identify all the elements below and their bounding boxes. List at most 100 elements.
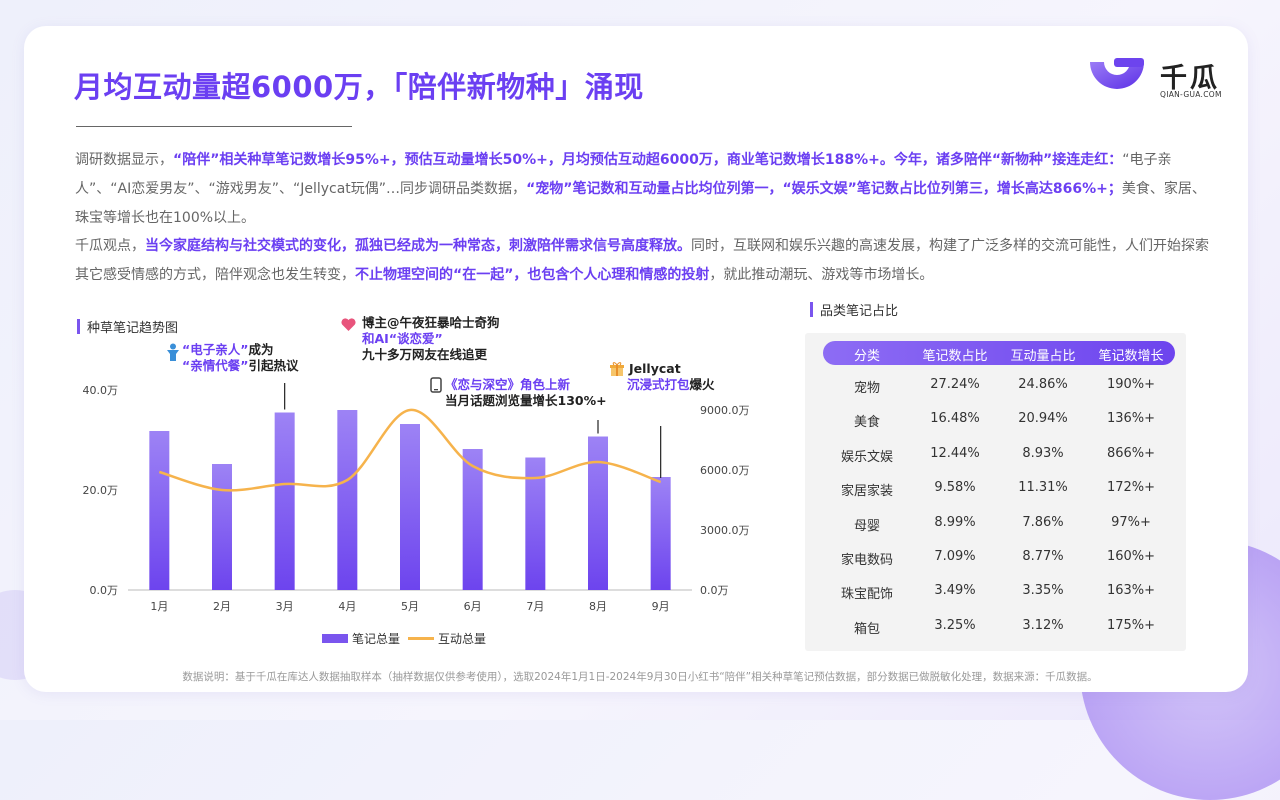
table-cell: 11.31% [1018, 480, 1068, 496]
x-tick-label: 2月 [213, 600, 231, 613]
opinion-paragraph: 千瓜观点，当今家庭结构与社交模式的变化，孤独已经成为一种常态，刺激陪伴需求信号高… [75, 232, 1215, 290]
annotation-electronic-relative: “电子亲人”成为 “亲情代餐”引起热议 [166, 342, 298, 374]
table-row: 家居家装 9.58% 11.31% 172%+ [823, 477, 1175, 501]
y-right-tick-label: 0.0万 [700, 584, 729, 597]
table-cell: 7.86% [1022, 514, 1064, 530]
annotation-text: 沉浸式打包 [627, 377, 690, 392]
legend-bar-swatch [322, 634, 348, 643]
table-header-cell: 笔记数增长 [1098, 349, 1164, 364]
phone-icon [430, 377, 442, 393]
table-row: 母婴 8.99% 7.86% 97%+ [823, 512, 1175, 536]
highlight-run: 当今家庭结构与社交模式的变化，孤独已经成为一种常态，刺激陪伴需求信号高度释放。 [145, 238, 691, 254]
gift-icon [610, 362, 624, 376]
heart-icon [341, 318, 356, 331]
text-run: 千瓜观点， [75, 238, 145, 254]
highlight-run: 不止物理空间的“在一起”，也包含个人心理和情感的投射 [355, 267, 710, 283]
page-title: 月均互动量超6000万，「陪伴新物种」涌现 [74, 70, 644, 104]
table-cell: 母婴 [853, 518, 880, 534]
table-header: 分类 笔记数占比 互动量占比 笔记数增长 [823, 341, 1175, 365]
annotation-text: 当月话题浏览量增长130%+ [445, 393, 607, 408]
table-cell: 娱乐文娱 [840, 449, 893, 465]
x-tick-label: 1月 [150, 600, 168, 613]
bar [212, 464, 232, 590]
annotation-text: Jellycat [629, 361, 681, 376]
table-cell: 160%+ [1106, 549, 1156, 564]
logo-text: 千瓜 [1160, 63, 1220, 94]
table-cell: 190%+ [1106, 377, 1156, 392]
bar [274, 412, 295, 590]
text-run: 美食、家居、珠宝等增长也在100%以上。 [75, 181, 1206, 226]
y-left-tick-label: 40.0万 [83, 384, 119, 397]
annotation-text: 成为 [248, 342, 274, 357]
table-row: 箱包 3.25% 3.12% 175%+ [823, 615, 1175, 639]
text-run: 调研数据显示， [75, 152, 173, 168]
annotation-ai-romance: 博主@午夜狂暴哈士奇狗 和AI“谈恋爱” 九十多万网友在线追更 [341, 315, 500, 363]
intro-paragraph: 调研数据显示，“陪伴”相关种草笔记数增长95%+，预估互动量增长50%+，月均预… [75, 146, 1215, 233]
x-tick-label: 9月 [652, 600, 670, 613]
annotation-text: “电子亲人” [182, 342, 249, 357]
annotation-text: 爆火 [689, 377, 715, 392]
table-cell: 172%+ [1106, 480, 1156, 496]
table-header-cell: 笔记数占比 [922, 349, 988, 364]
legend-label: 笔记总量 [352, 632, 401, 646]
table-cell: 97%+ [1111, 514, 1151, 530]
table-cell: 163%+ [1106, 583, 1156, 599]
y-right-tick-label: 6000.0万 [700, 464, 750, 477]
y-left-tick-label: 20.0万 [83, 484, 119, 497]
bar [337, 410, 358, 590]
logo-mark-icon [1090, 58, 1144, 89]
data-footnote: 数据说明：基于千瓜在库达人数据抽取样本（抽样数据仅供参考使用），选取2024年1… [182, 671, 1098, 683]
table-cell: 箱包 [853, 621, 880, 637]
table-cell: 7.09% [934, 549, 976, 564]
highlight-run: “陪伴”相关种草笔记数增长95%+，预估互动量增长50%+，月均预估互动超600… [173, 152, 1123, 168]
logo-url: QIAN-GUA.COM [1160, 90, 1222, 99]
category-table: 分类 笔记数占比 互动量占比 笔记数增长 宠物 27.24% 24.86% 190%+… [805, 333, 1186, 651]
x-tick-label: 7月 [526, 600, 544, 613]
table-row: 宠物 27.24% 24.86% 190%+ [823, 374, 1175, 398]
annotation-text: 引起热议 [248, 358, 299, 373]
table-cell: 3.49% [934, 583, 976, 599]
table-cell: 9.58% [934, 480, 976, 496]
table-row: 珠宝配饰 3.49% 3.35% 163%+ [823, 580, 1175, 604]
table-cell: 家电数码 [840, 553, 893, 568]
table-cell: 27.24% [930, 377, 980, 392]
chart-legend: 笔记总量 互动总量 [322, 630, 486, 647]
annotation-text: “亲情代餐” [182, 358, 249, 373]
text-run: ，就此推动潮玩、游戏等市场增长。 [709, 267, 934, 283]
bar [588, 436, 608, 590]
x-tick-label: 4月 [338, 600, 356, 613]
table-cell: 175%+ [1106, 617, 1156, 633]
table-cell: 16.48% [930, 411, 980, 427]
trend-chart: 0.0万 20.0万 40.0万 0.0万 3000.0万 6000.0万 9000.0万 1… [83, 383, 750, 613]
table-header-cell: 互动量占比 [1010, 349, 1076, 364]
table-cell: 宠物 [853, 381, 880, 396]
table-row: 美食 16.48% 20.94% 136%+ [823, 408, 1175, 432]
bar [149, 431, 170, 590]
annotation-jellycat: Jellycat 沉浸式打包爆火 [610, 361, 715, 393]
table-cell: 3.35% [1022, 583, 1064, 599]
y-right-tick-label: 9000.0万 [700, 404, 750, 417]
y-left-tick-label: 0.0万 [90, 584, 119, 597]
person-icon [167, 343, 179, 361]
table-cell: 136%+ [1106, 411, 1156, 427]
highlight-run: “宠物”笔记数和互动量占比均位列第一，“娱乐文娱”笔记数占比位列第三，增长高达8… [526, 181, 1122, 197]
table-cell: 美食 [853, 415, 880, 431]
series-line [158, 408, 662, 492]
x-tick-label: 8月 [589, 600, 607, 613]
bar [650, 477, 671, 590]
table-cell: 866%+ [1106, 445, 1156, 461]
table-cell: 8.93% [1022, 445, 1064, 461]
table-section-title: 品类笔记占比 [809, 300, 898, 319]
table-cell: 24.86% [1018, 377, 1068, 392]
table-cell: 20.94% [1018, 411, 1068, 427]
table-cell: 8.77% [1022, 549, 1064, 564]
table-header-cell: 分类 [853, 349, 880, 364]
text-run: “电子亲人”、“AI恋爱男友”、“游戏男友”、“Jellycat玩偶”…同步调研… [75, 152, 1172, 197]
bar [400, 424, 420, 590]
table-cell: 家居家装 [840, 484, 893, 500]
table-row: 娱乐文娱 12.44% 8.93% 866%+ [823, 443, 1175, 467]
annotation-text: 《恋与深空》角色上新 [445, 377, 571, 392]
annotation-game-boyfriend: 《恋与深空》角色上新 当月话题浏览量增长130%+ [430, 377, 607, 409]
brand-logo: 千瓜 QIAN-GUA.COM [1086, 56, 1226, 102]
annotation-text: 和AI“谈恋爱” [362, 331, 443, 346]
